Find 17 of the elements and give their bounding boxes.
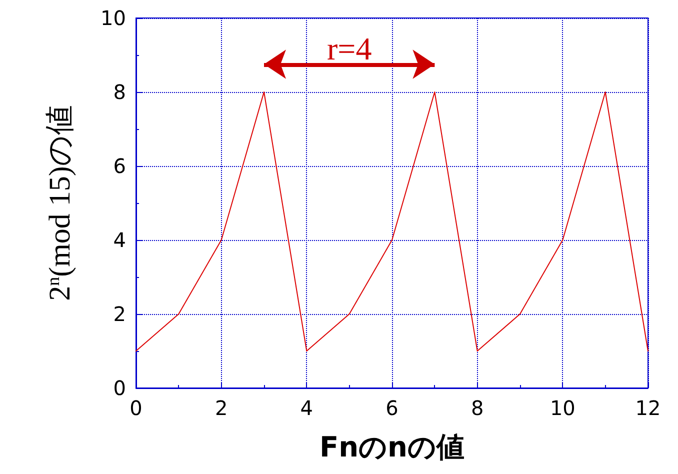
x-tick-label: 6 <box>386 396 398 420</box>
y-tick-label: 10 <box>100 6 126 30</box>
y-tick-label: 6 <box>113 154 126 178</box>
x-tick-label: 12 <box>635 396 661 420</box>
y-tick-label: 0 <box>113 376 126 400</box>
y-tick-label: 4 <box>113 228 126 252</box>
y-tick-label: 8 <box>113 80 126 104</box>
x-tick-label: 0 <box>130 396 142 420</box>
x-tick-label: 10 <box>550 396 576 420</box>
line-series <box>136 92 648 352</box>
y-axis-title: 2n(mod 15)の値 <box>43 105 76 301</box>
annotation: r=4 <box>326 30 372 66</box>
x-tick-label: 8 <box>470 396 484 420</box>
y-tick-label: 2 <box>113 302 126 326</box>
x-axis-title: Fnのnの値 <box>320 430 464 464</box>
x-tick-label: 4 <box>300 396 314 420</box>
x-tick-label: 2 <box>214 396 228 420</box>
